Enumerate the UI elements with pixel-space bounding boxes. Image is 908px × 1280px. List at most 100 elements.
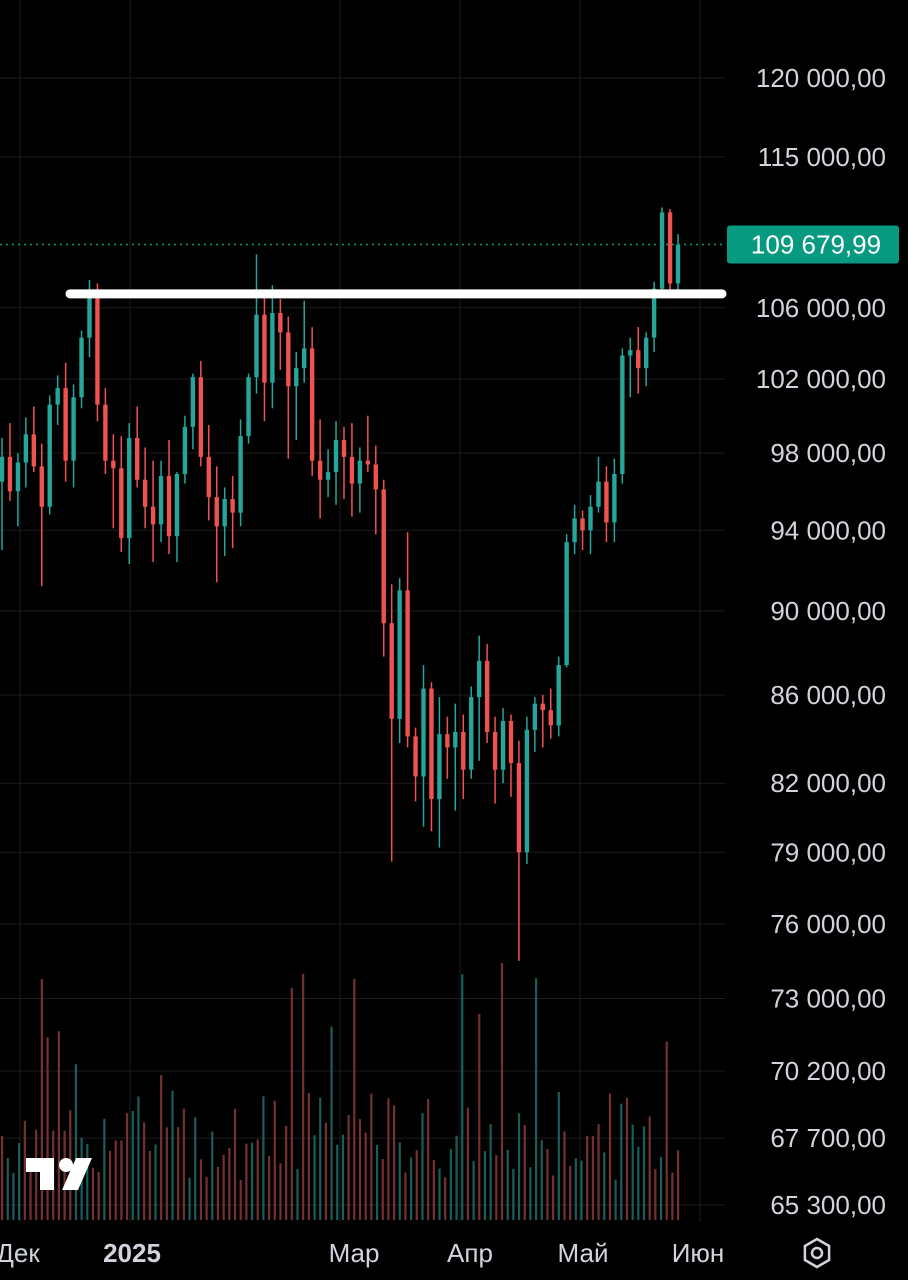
volume-bar [205,1176,208,1220]
candle [628,337,633,398]
candle [135,406,140,488]
volume-bar [580,1160,583,1220]
candle-body [532,703,538,730]
current-price-badge: 109 679,99 [727,225,899,264]
candle [95,283,100,422]
candle-body [103,404,108,461]
volume-bar [614,1179,617,1220]
y-tick-label: 76 000,00 [770,909,886,939]
candle [532,697,538,752]
volume-bar [432,1159,435,1220]
volume-bar [347,1115,350,1220]
volume-bar [18,1143,21,1220]
candle [190,373,196,450]
candle [150,460,156,563]
y-tick-label: 67 700,00 [770,1123,886,1153]
volume-bar [483,1151,487,1220]
candle-body [63,388,68,461]
volume-bar [410,1157,413,1220]
candle-body [389,623,394,719]
volume-bar [421,1113,424,1220]
candle-body [294,368,299,387]
candle [198,360,204,467]
volume-bar [529,1167,532,1220]
candle-body [572,518,577,543]
candle-body [206,456,211,498]
volume-bar [517,1113,521,1220]
volume-bar [307,1092,310,1220]
volume-bar [256,1139,259,1220]
candle-body [182,426,188,475]
candle [667,209,673,291]
volume-bar [375,1144,379,1220]
candle [55,375,60,425]
y-tick-label: 70 200,00 [770,1056,886,1086]
volume-bar [370,1093,373,1220]
volume-bar [40,979,43,1220]
volume-bars [1,963,680,1220]
volume-bar [296,1169,299,1220]
candle-body [580,518,585,531]
candle [397,578,402,744]
volume-bar [461,974,464,1220]
candle-body [142,479,148,507]
volume-bar [29,1158,32,1220]
candle-body [651,288,657,338]
candle [206,424,211,521]
x-tick-label: Май [558,1238,609,1268]
candle [572,504,577,555]
candle [620,348,625,484]
tradingview-logo[interactable] [26,1158,92,1190]
y-tick-label: 79 000,00 [770,837,886,867]
price-axis[interactable]: 120 000,00 115 000,00 106 000,00 102 000,00… [756,63,886,1220]
volume-bar [131,1111,134,1220]
candle-body [341,439,347,457]
volume-bar [381,1159,384,1220]
volume-bar [273,1100,276,1220]
candle-body [71,397,76,461]
candle-body [675,244,681,284]
candle [500,707,506,784]
volume-bar [398,1142,401,1220]
candle-body [604,481,609,523]
time-axis[interactable]: Дек 2025 Мар Апр Май Июн [0,1238,724,1268]
volume-bar [625,1097,629,1220]
candle-body [190,377,196,427]
volume-bar [279,1163,282,1220]
volume-bar [35,1129,38,1220]
candle [246,373,251,444]
y-tick-label: 120 000,00 [756,63,886,93]
volume-bar [534,978,538,1220]
candle [588,495,593,555]
candle-body [198,377,204,457]
candle [39,443,44,587]
candle-body [437,734,442,800]
candle-body [317,460,323,480]
volume-bar [285,1125,288,1220]
candle-body [238,436,243,513]
volume-bar [597,1124,600,1220]
volume-bar [330,1026,333,1220]
volume-bar [143,1122,146,1220]
candle [365,415,371,473]
candle-body [556,665,561,726]
candle [461,714,466,800]
volume-bar [586,1135,589,1220]
candle [294,351,299,440]
volume-bar [489,1124,492,1220]
candle [381,479,386,657]
current-price-value: 109 679,99 [751,230,881,260]
candle-body [349,456,355,484]
candle [47,395,52,515]
volume-bar [313,1135,316,1220]
candle [437,697,442,848]
candle [103,388,108,475]
volume-bar [165,1127,168,1220]
chart-settings-icon[interactable] [803,1237,831,1269]
candle [636,327,641,394]
candle-body [174,474,180,537]
candle [548,688,553,739]
candle [182,415,188,484]
candle-body [309,348,315,461]
